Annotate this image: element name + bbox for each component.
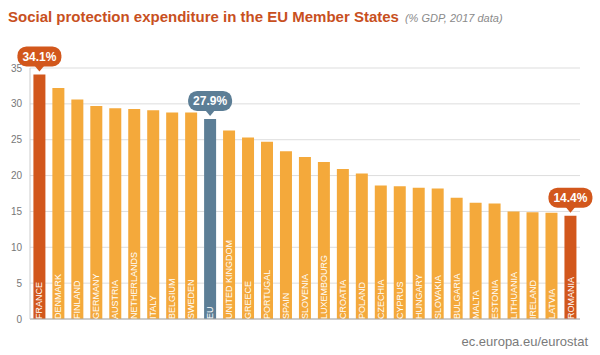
svg-text:GERMANY: GERMANY (91, 273, 101, 319)
svg-text:25: 25 (11, 134, 23, 145)
svg-text:POLAND: POLAND (357, 281, 367, 319)
svg-text:GREECE: GREECE (243, 281, 253, 319)
svg-text:EU: EU (205, 306, 215, 319)
svg-text:BULGARIA: BULGARIA (452, 273, 462, 319)
svg-text:34.1%: 34.1% (22, 50, 56, 64)
svg-text:MALTA: MALTA (471, 290, 481, 319)
svg-text:30: 30 (11, 98, 23, 109)
html-text:Social protection expenditure: Social protection expenditure in the EU … (8, 8, 503, 25)
svg-text:35: 35 (10, 62, 22, 74)
svg-text:NETHERLANDS: NETHERLANDS (129, 252, 139, 319)
svg-text:CYPRUS: CYPRUS (395, 281, 405, 319)
svg-text:AUSTRIA: AUSTRIA (110, 280, 120, 319)
svg-text:LATVIA: LATVIA (547, 289, 557, 319)
svg-text:0: 0 (16, 314, 22, 325)
svg-text:ROMANIA: ROMANIA (566, 277, 576, 319)
svg-text:IRELAND: IRELAND (528, 279, 538, 319)
svg-text:LUXEMBOURG: LUXEMBOURG (319, 255, 329, 319)
svg-text:27.9%: 27.9% (193, 94, 227, 108)
svg-text:CROATIA: CROATIA (338, 280, 348, 319)
svg-text:PORTUGAL: PORTUGAL (262, 270, 272, 319)
svg-text:15: 15 (11, 206, 23, 217)
svg-text:HUNGARY: HUNGARY (414, 274, 424, 319)
svg-text:BELGIUM: BELGIUM (167, 278, 177, 319)
svg-text:SLOVENIA: SLOVENIA (300, 274, 310, 319)
svg-text:10: 10 (11, 242, 23, 253)
svg-text:SPAIN: SPAIN (281, 293, 291, 319)
svg-text:14.4%: 14.4% (553, 191, 587, 205)
svg-text:UNITED KINGDOM: UNITED KINGDOM (224, 240, 234, 319)
svg-text:SWEDEN: SWEDEN (186, 279, 196, 319)
svg-text:LITHUANIA: LITHUANIA (509, 272, 519, 319)
svg-text:20: 20 (11, 170, 23, 181)
svg-text:ESTONIA: ESTONIA (490, 280, 500, 319)
html-text:ec.europa.eu/eurostat: ec.europa.eu/eurostat (461, 334, 588, 349)
svg-text:SLOVAKIA: SLOVAKIA (433, 275, 443, 319)
svg-text:DENMARK: DENMARK (53, 274, 63, 319)
svg-text:FINLAND: FINLAND (72, 280, 82, 319)
svg-text:ITALY: ITALY (148, 295, 158, 319)
svg-text:CZECHIA: CZECHIA (376, 279, 386, 319)
svg-text:5: 5 (16, 278, 22, 289)
svg-text:FRANCE: FRANCE (34, 282, 44, 319)
